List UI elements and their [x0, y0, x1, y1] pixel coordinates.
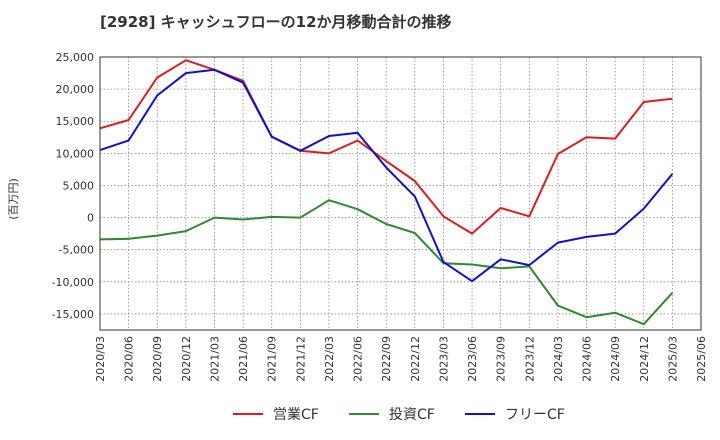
- series-layer: [99, 59, 674, 326]
- y-tick-label: 15,000: [56, 115, 95, 128]
- x-tick-label: 2020/09: [151, 336, 164, 382]
- x-tick-label: 2024/09: [609, 336, 622, 382]
- legend-label: 営業CF: [273, 407, 319, 423]
- legend-label: フリーCF: [505, 407, 565, 423]
- x-tick-label: 2020/03: [94, 336, 107, 382]
- y-tick-label: -5,000: [59, 244, 94, 257]
- x-tick-label: 2023/12: [523, 336, 536, 382]
- chart-title: [2928] キャッシュフローの12か月移動合計の推移: [100, 13, 452, 31]
- x-tick-label: 2023/09: [495, 336, 508, 382]
- x-tick-label: 2024/06: [581, 336, 594, 382]
- plot-frame: [99, 56, 702, 331]
- x-tick-label: 2025/06: [695, 336, 708, 382]
- x-tick-label: 2021/09: [266, 336, 279, 382]
- x-tick-label: 2023/06: [466, 336, 479, 382]
- x-axis-ticks: 2020/03 2020/06 2020/09 2020/12 2021/03 2021/…: [94, 336, 708, 382]
- legend: 営業CF 投資CF フリーCF: [233, 407, 565, 423]
- grid-layer: [99, 56, 702, 330]
- x-tick-label: 2022/03: [323, 336, 336, 382]
- x-tick-label: 2020/06: [123, 336, 136, 382]
- y-tick-label: 20,000: [56, 83, 95, 96]
- y-tick-label: -15,000: [52, 308, 94, 321]
- y-tick-label: -10,000: [52, 276, 94, 289]
- x-tick-label: 2021/06: [237, 336, 250, 382]
- x-tick-label: 2023/03: [437, 336, 450, 382]
- y-axis-ticks: -15,000 -10,000 -5,000 0 5,000 10,000 15,000 20…: [52, 51, 94, 321]
- x-tick-label: 2021/12: [294, 336, 307, 382]
- x-tick-label: 2021/03: [208, 336, 221, 382]
- y-tick-label: 10,000: [56, 147, 95, 160]
- y-tick-label: 0: [87, 212, 94, 225]
- series-line: [99, 59, 673, 235]
- legend-label: 投資CF: [389, 407, 435, 423]
- y-axis-label: (百万円): [7, 178, 20, 220]
- series-line: [99, 199, 674, 326]
- series-line: [99, 68, 674, 283]
- x-tick-label: 2022/06: [352, 336, 365, 382]
- x-tick-label: 2022/09: [380, 336, 393, 382]
- y-tick-label: 5,000: [63, 179, 95, 192]
- y-tick-label: 25,000: [56, 51, 95, 64]
- x-tick-label: 2025/03: [666, 336, 679, 382]
- x-tick-label: 2020/12: [180, 336, 193, 382]
- x-tick-label: 2024/12: [638, 336, 651, 382]
- x-tick-label: 2024/03: [552, 336, 565, 382]
- x-tick-label: 2022/12: [409, 336, 422, 382]
